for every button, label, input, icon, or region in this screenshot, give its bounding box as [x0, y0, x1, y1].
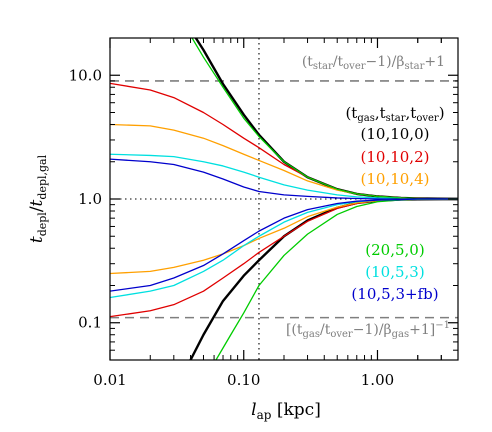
- ticks-layer: 0.01 0.10 1.00 0.1 1.0 10.0: [69, 37, 459, 389]
- x-tick-label: 1.00: [361, 371, 394, 389]
- legend-entry: (10,10,0): [361, 125, 430, 143]
- series-layer: [110, 38, 458, 360]
- x-tick-label: 0.01: [93, 371, 126, 389]
- legend: (10,10,0) (10,10,2) (10,10,4) (20,5,0) (10,5…: [351, 125, 438, 303]
- upper-dashed-line-label: (tstar/tover−1)/βstar+1: [302, 54, 445, 72]
- legend-entry: (20,5,0): [365, 241, 424, 259]
- legend-entry: (10,5,3+fb): [351, 285, 438, 303]
- y-axis-label: tdepl/tdepl,gal: [27, 154, 49, 243]
- y-tick-label: 1.0: [78, 190, 102, 208]
- legend-header: (tgas,tstar,tover): [345, 104, 444, 124]
- x-axis-label: lap [kpc]: [251, 400, 321, 422]
- x-tick-label: 0.10: [227, 371, 260, 389]
- legend-entry: (10,10,2): [361, 148, 430, 166]
- legend-entry: (10,5,3): [365, 263, 424, 281]
- lower-dashed-line-label: [(tgas/tover−1)/βgas+1]−1: [286, 320, 450, 340]
- y-tick-label: 10.0: [69, 66, 102, 84]
- y-tick-label: 0.1: [78, 314, 102, 332]
- series-line-3: [191, 38, 458, 200]
- legend-entry: (10,10,4): [361, 170, 430, 188]
- series-line-4: [110, 153, 458, 200]
- series-line-11: [110, 198, 458, 292]
